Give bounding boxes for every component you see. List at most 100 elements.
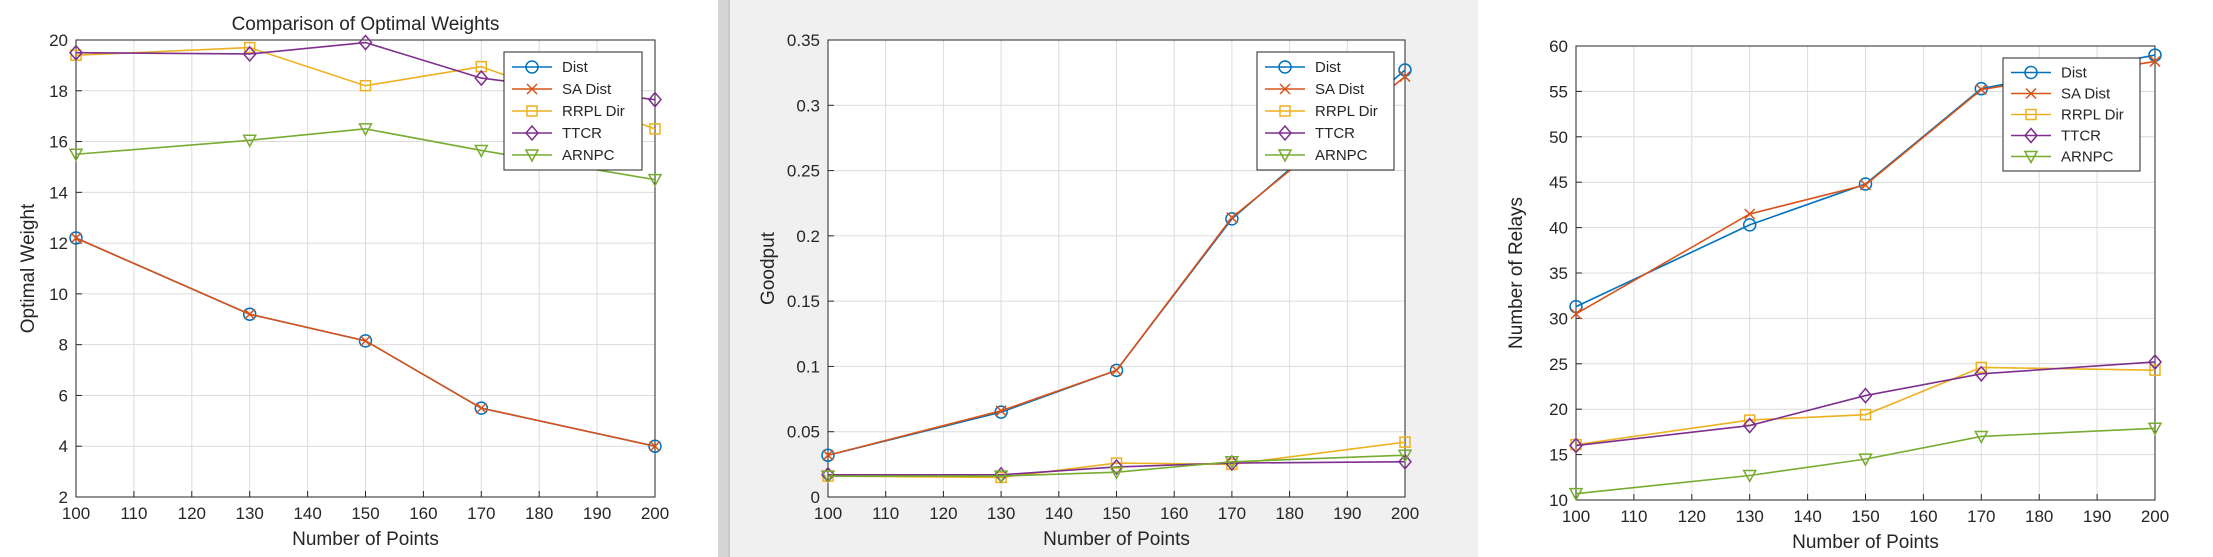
y-axis-label: Optimal Weight (18, 203, 39, 333)
data-point-ttcr (358, 34, 373, 51)
y-tick-label: 25 (1549, 355, 1568, 374)
x-tick-label: 200 (2141, 507, 2169, 526)
data-point-dist (69, 231, 83, 245)
x-tick-label: 200 (1391, 504, 1419, 523)
series-line-arnpc (1575, 427, 2156, 495)
data-point-dist (1225, 212, 1239, 226)
legend: Dist SA Dist RRPL Dir TTCR ARNPC (2002, 57, 2141, 172)
legend-entry-dist: Dist (512, 59, 589, 76)
x-tick-label: 180 (1275, 504, 1303, 523)
data-point-dist (474, 401, 489, 415)
legend-entry-rrpl-dir: RRPL Dir (2011, 107, 2124, 124)
data-point-arnpc (1974, 430, 1989, 445)
y-tick-label: 4 (59, 437, 68, 456)
data-point-ttcr (69, 44, 83, 61)
data-point-arnpc (1568, 487, 1584, 502)
data-point-arnpc (1109, 466, 1124, 480)
y-tick-label: 20 (1549, 400, 1568, 419)
x-axis-label: Number of Points (1043, 529, 1190, 550)
data-point-ttcr (1974, 365, 1989, 382)
data-point-rrpl-dir (1859, 408, 1872, 421)
x-tick-label: 130 (987, 504, 1015, 523)
series-line-arnpc (828, 454, 1406, 477)
data-point-sa-dist (1110, 364, 1123, 376)
legend-entry-sa-dist: SA Dist (2011, 86, 2111, 103)
tick-labels: 100 110 120 130 140 150 160 170 180 190 200 2 4 6 8 10 1… (49, 31, 669, 523)
y-tick-label: 30 (1549, 309, 1568, 328)
x-tick-label: 190 (1333, 504, 1361, 523)
figure-window-relays: 100 110 120 130 140 150 160 170 180 190 200 10 15 20 2… (1478, 0, 2213, 557)
data-point-sa-dist (1226, 212, 1238, 224)
data-point-rrpl-dir (359, 79, 372, 92)
data-point-rrpl-dir (1110, 457, 1123, 469)
data-point-rrpl-dir (2149, 364, 2161, 376)
data-point-sa-dist (1744, 208, 1756, 220)
legend-marker (2023, 150, 2039, 165)
legend-entry-ttcr: TTCR (512, 124, 602, 142)
data-point-arnpc (358, 123, 373, 137)
series-line-rrpl-dir (827, 441, 1406, 479)
legend-marker (2025, 87, 2037, 100)
legend-marker (1279, 105, 1291, 117)
x-tick-label: 160 (1909, 507, 1937, 526)
y-tick-label: 10 (1549, 491, 1568, 510)
x-tick-label: 200 (641, 504, 669, 523)
legend-entry-arnpc: ARNPC (512, 147, 615, 164)
y-tick-label: 15 (1549, 446, 1568, 465)
series-line-ttcr (1575, 361, 2156, 447)
x-tick-label: 180 (2025, 507, 2053, 526)
legend-label: ARNPC (562, 147, 615, 164)
data-point-arnpc (2147, 422, 2163, 436)
chart-number-of-relays: 100 110 120 130 140 150 160 170 180 190 200 10 15 20 2… (1506, 37, 2169, 553)
series-sa-dist (70, 232, 661, 452)
y-tick-label: 35 (1549, 264, 1568, 283)
y-axis-label: Number of Relays (1506, 197, 1527, 349)
y-tick-label: 8 (59, 336, 68, 355)
legend-marker (525, 60, 539, 74)
legend-marker (1278, 124, 1292, 142)
legend-label: SA Dist (2061, 86, 2111, 103)
series-ttcr (1569, 353, 2162, 454)
series-arnpc (820, 449, 1413, 484)
legend-entry-sa-dist: SA Dist (1265, 81, 1365, 98)
y-tick-label: 40 (1549, 219, 1568, 238)
x-tick-label: 100 (814, 504, 842, 523)
data-point-ttcr (648, 91, 662, 108)
data-point-sa-dist (1975, 84, 1987, 96)
data-point-sa-dist (244, 308, 256, 320)
data-point-ttcr (1109, 458, 1124, 476)
legend-entry-ttcr: TTCR (2011, 127, 2101, 145)
y-axis-label: Goodput (758, 231, 779, 305)
x-tick-label: 180 (525, 504, 553, 523)
data-point-sa-dist (2149, 55, 2161, 67)
data-point-sa-dist (475, 402, 487, 414)
x-tick-label: 140 (1793, 507, 1821, 526)
series-arnpc (1568, 422, 2163, 502)
x-tick-label: 150 (1102, 504, 1130, 523)
data-point-sa-dist (70, 232, 82, 244)
x-axis-label: Number of Points (1792, 532, 1939, 553)
data-point-ttcr (2148, 353, 2162, 371)
x-tick-label: 190 (583, 504, 611, 523)
legend-marker (1277, 149, 1293, 163)
legend-marker (2024, 65, 2038, 80)
y-tick-label: 0 (811, 488, 820, 507)
legend-marker (526, 83, 538, 95)
data-point-arnpc (1224, 455, 1240, 470)
data-point-ttcr (1742, 417, 1757, 434)
data-point-rrpl-dir (1399, 436, 1411, 448)
x-tick-label: 110 (872, 504, 899, 523)
y-tick-label: 0.1 (796, 357, 820, 376)
chart-title: Comparison of Optimal Weights (232, 14, 500, 35)
data-point-arnpc (1742, 469, 1757, 484)
legend-label: RRPL Dir (2061, 107, 2124, 124)
x-tick-label: 110 (1620, 507, 1647, 526)
y-tick-label: 2 (59, 488, 68, 507)
data-point-ttcr (1398, 453, 1412, 470)
y-tick-label: 0.2 (796, 227, 820, 246)
legend-entry-arnpc: ARNPC (1265, 147, 1368, 164)
figure-window-goodput: 100 110 120 130 140 150 160 170 180 190 200 0 0.05 0.… (728, 0, 1480, 557)
legend-label: RRPL Dir (562, 103, 625, 120)
tick-labels: 100 110 120 130 140 150 160 170 180 190 200 10 15 20 2… (1549, 37, 2169, 526)
legend-label: SA Dist (562, 81, 612, 98)
